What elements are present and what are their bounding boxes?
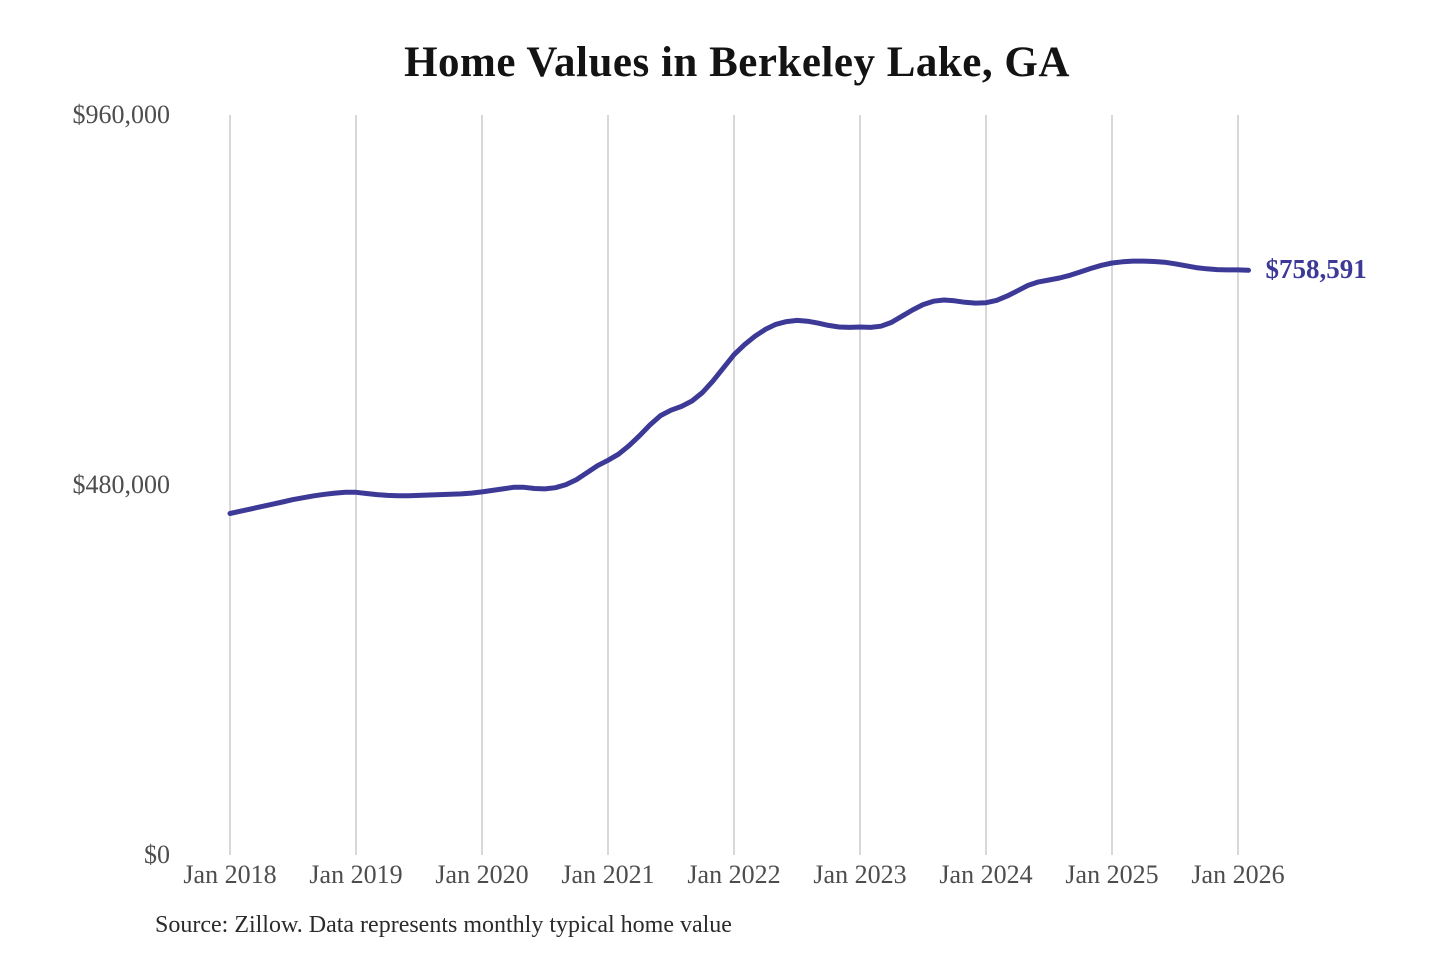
latest-value-label: $758,591 [1265,254,1367,285]
x-tick-label: Jan 2020 [435,860,529,889]
x-tick-label: Jan 2018 [183,860,277,889]
x-tick-label: Jan 2021 [561,860,655,889]
source-note: Source: Zillow. Data represents monthly … [155,912,732,938]
y-tick-label: $0 [144,840,170,869]
x-tick-label: Jan 2022 [687,860,781,889]
y-tick-label: $960,000 [72,100,171,129]
chart-title: Home Values in Berkeley Lake, GA [404,39,1070,86]
home-value-line [227,258,1251,516]
x-tick-label: Jan 2019 [309,860,403,889]
x-tick-label: Jan 2026 [1191,860,1285,889]
x-tick-label: Jan 2023 [813,860,907,889]
y-tick-label: $480,000 [72,470,171,499]
x-tick-label: Jan 2024 [939,860,1033,889]
x-tick-label: Jan 2025 [1065,860,1159,889]
